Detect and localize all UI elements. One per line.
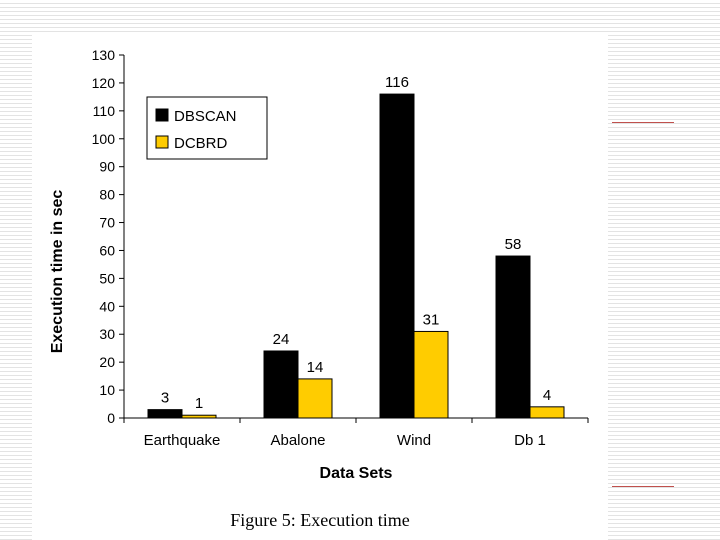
y-tick-label: 80 — [99, 187, 115, 203]
y-tick-label: 50 — [99, 270, 115, 286]
x-tick-label: Abalone — [270, 432, 325, 449]
red-divider-top — [612, 122, 674, 123]
bar-dcbrd — [181, 414, 217, 419]
bar-dcbrd — [529, 406, 565, 419]
y-tick-label: 0 — [107, 410, 115, 426]
bar-chart: 0 10 20 30 40 50 60 70 80 90 100 110 120 130 Earthquak… — [49, 47, 589, 482]
y-tick-label: 10 — [99, 382, 115, 398]
legend-box — [146, 96, 268, 160]
legend-swatch-dcbrd — [155, 135, 169, 149]
bar-dbscan — [147, 409, 183, 419]
y-tick-label: 70 — [99, 215, 115, 231]
legend-label-dbscan: DBSCAN — [174, 108, 237, 125]
y-tick-label: 20 — [99, 354, 115, 370]
y-tick-label: 130 — [92, 47, 116, 63]
data-label: 3 — [161, 390, 169, 407]
x-tick-label: Earthquake — [144, 432, 221, 449]
y-tick-label: 60 — [99, 242, 115, 258]
x-axis-title: Data Sets — [320, 465, 393, 482]
data-label: 24 — [273, 331, 290, 348]
bar-dbscan — [495, 255, 531, 419]
bar-dcbrd — [297, 378, 333, 419]
bar-dbscan — [379, 93, 415, 419]
y-axis-title: Execution time in sec — [49, 190, 66, 354]
data-label: 31 — [423, 311, 440, 328]
y-tick-label: 100 — [92, 131, 116, 147]
figure-caption: Figure 5: Execution time — [230, 510, 410, 530]
legend-swatch-dbscan — [155, 108, 169, 122]
y-tick-label: 120 — [92, 75, 116, 91]
x-tick-label: Wind — [397, 432, 431, 449]
y-tick-label: 90 — [99, 159, 115, 175]
y-tick-label: 30 — [99, 326, 115, 342]
bar-dcbrd — [413, 330, 449, 419]
red-divider-bottom — [612, 486, 674, 487]
data-label: 116 — [385, 74, 409, 91]
legend-label-dcbrd: DCBRD — [174, 135, 228, 152]
slide-panel: 0 10 20 30 40 50 60 70 80 90 100 110 120 130 Earthquak… — [32, 32, 608, 540]
bar-dbscan — [263, 350, 299, 419]
x-tick-label: Db 1 — [514, 432, 546, 449]
data-label: 14 — [307, 359, 324, 376]
y-tick-label: 110 — [93, 103, 116, 119]
data-label: 58 — [505, 236, 522, 253]
data-label: 1 — [195, 395, 203, 412]
data-label: 4 — [543, 387, 551, 404]
y-tick-label: 40 — [99, 298, 115, 314]
